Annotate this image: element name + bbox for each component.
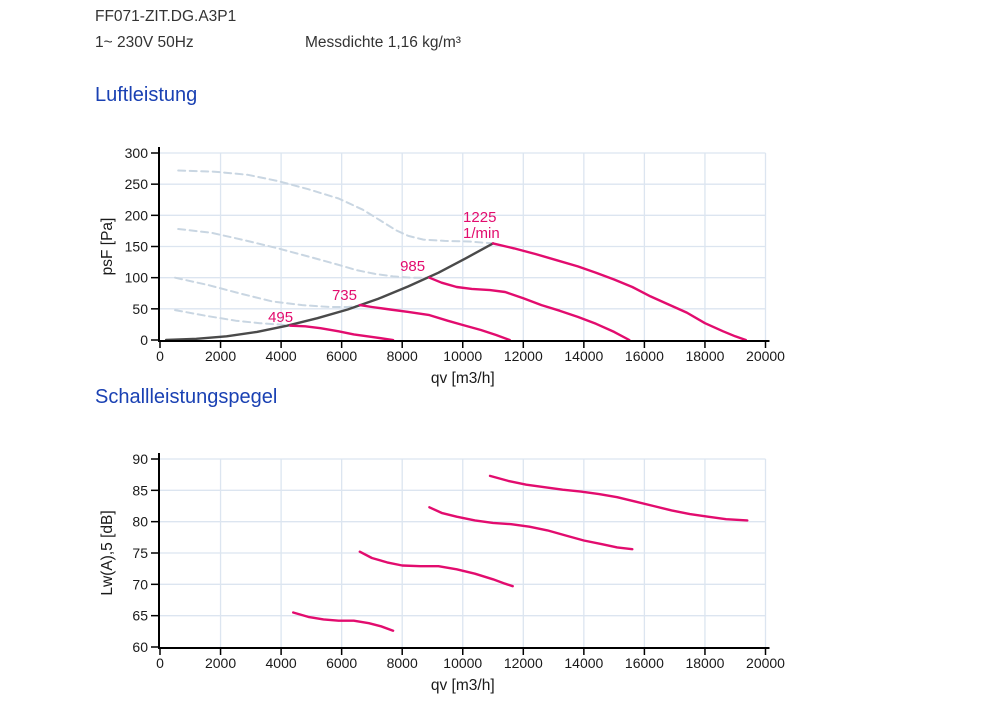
y-tick-label: 75 <box>132 545 148 561</box>
x-tick-label: 2000 <box>205 655 236 671</box>
series-1225-rpm-noise <box>488 474 749 522</box>
series-495-rpm-curve <box>289 324 395 342</box>
series-735-rpm-curve <box>358 303 511 342</box>
x-tick-label: 0 <box>156 348 164 364</box>
x-tick-label: 6000 <box>326 348 357 364</box>
series-system-limit-curve <box>164 242 495 342</box>
chart-air-performance: 0 2000 4000 6000 8000 10000 12000 14000 16000 180… <box>99 145 785 387</box>
x-tick-label: 6000 <box>326 655 357 671</box>
measurement-density: Messdichte 1,16 kg/m³ <box>305 34 461 51</box>
y-tick-label: 65 <box>132 608 148 624</box>
y-tick-label: 85 <box>132 482 148 498</box>
y-tick-label: 80 <box>132 514 148 530</box>
y-tick-label: 90 <box>132 451 148 467</box>
x-tick-label: 10000 <box>443 655 482 671</box>
section-title-air-performance: Luftleistung <box>95 84 198 106</box>
rpm-label-1-min: 1/min <box>463 225 500 242</box>
y-tick-label: 50 <box>132 301 148 317</box>
series-735-rpm-noise <box>358 550 514 588</box>
section-title-sound-power: Schallleistungspegel <box>95 386 278 408</box>
y-tick-label: 250 <box>125 176 149 192</box>
x-axis-label: qv [m3/h] <box>431 677 495 694</box>
series-1225-rpm-unstable <box>177 169 494 245</box>
y-tick-label: 200 <box>125 207 149 223</box>
x-tick-label: 4000 <box>266 655 297 671</box>
x-tick-label: 14000 <box>564 348 603 364</box>
y-tick-label: 100 <box>125 270 149 286</box>
y-axis-label: psF [Pa] <box>99 218 116 276</box>
x-tick-label: 2000 <box>205 348 236 364</box>
x-tick-label: 8000 <box>387 348 418 364</box>
series-985-rpm-unstable <box>177 228 431 279</box>
x-tick-label: 20000 <box>746 655 785 671</box>
rpm-label-1225: 1225 <box>463 209 496 226</box>
voltage-frequency: 1~ 230V 50Hz <box>95 34 194 51</box>
x-tick-label: 0 <box>156 655 164 671</box>
rpm-label-985: 985 <box>400 258 425 275</box>
x-tick-label: 16000 <box>625 655 664 671</box>
x-tick-label: 18000 <box>685 655 724 671</box>
x-tick-label: 20000 <box>746 348 785 364</box>
y-tick-label: 60 <box>132 639 148 655</box>
y-axis-label: Lw(A),5 [dB] <box>99 510 116 595</box>
y-tick-label: 150 <box>125 239 149 255</box>
series-985-rpm-curve <box>428 276 631 342</box>
x-tick-label: 10000 <box>443 348 482 364</box>
x-tick-label: 8000 <box>387 655 418 671</box>
model-number: FF071-ZIT.DG.A3P1 <box>95 8 237 25</box>
y-tick-label: 300 <box>125 145 149 161</box>
x-tick-label: 14000 <box>564 655 603 671</box>
x-axis-label: qv [m3/h] <box>431 370 495 387</box>
x-tick-label: 16000 <box>625 348 664 364</box>
chart-sound-power: 0 2000 4000 6000 8000 10000 12000 14000 16000 180… <box>99 451 785 694</box>
y-tick-label: 0 <box>140 332 148 348</box>
series-735-rpm-unstable <box>174 276 361 308</box>
x-tick-label: 12000 <box>504 348 543 364</box>
x-tick-label: 12000 <box>504 655 543 671</box>
series-495-rpm-unstable <box>174 309 292 327</box>
rpm-label-735: 735 <box>332 287 357 304</box>
rpm-label-495: 495 <box>268 309 293 326</box>
series-1225-rpm-curve <box>491 242 747 342</box>
x-tick-label: 18000 <box>685 348 724 364</box>
series-495-rpm-noise <box>292 611 395 632</box>
x-tick-label: 4000 <box>266 348 297 364</box>
y-tick-label: 70 <box>132 576 148 592</box>
series-985-rpm-noise <box>428 506 634 551</box>
